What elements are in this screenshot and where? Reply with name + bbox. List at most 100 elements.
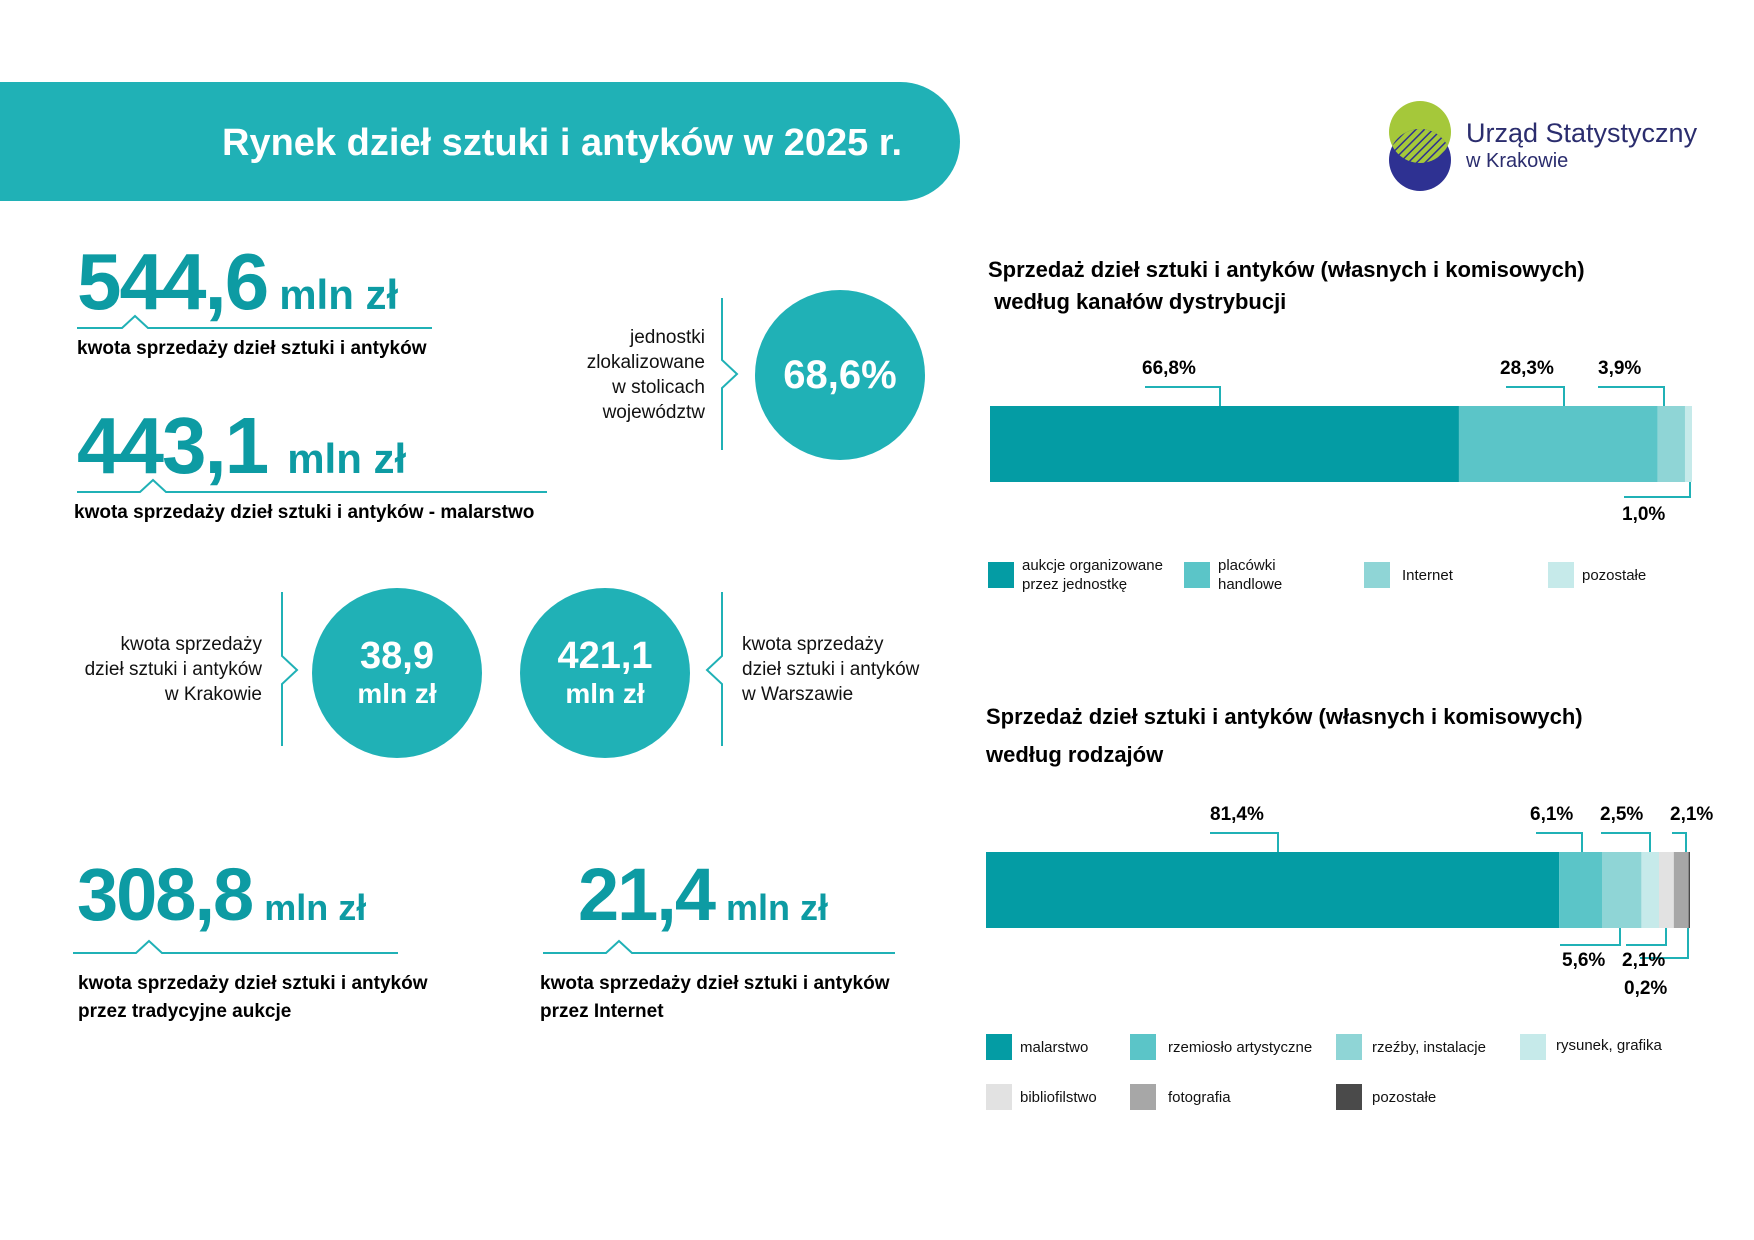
legend-line: przez jednostkę xyxy=(1022,576,1128,593)
internet-caption-line: przez Internet xyxy=(540,1001,664,1022)
stat-krakow-label: kwota sprzedaży dzieł sztuki i antyków w… xyxy=(40,632,262,707)
stat-internet-value: 21,4 xyxy=(578,853,716,936)
legend-line: handlowe xyxy=(1218,576,1283,593)
capitals-label-line: województw xyxy=(602,402,705,423)
chart1-title-line: Sprzedaż dzieł sztuki i antyków (własnyc… xyxy=(988,257,1585,282)
stat-krakow-value: 38,9 xyxy=(360,635,434,677)
underline-painting xyxy=(77,478,547,493)
stat-internet: 21,4 mln zł xyxy=(578,852,828,937)
stat-painting-value: 443,1 xyxy=(77,401,269,490)
chart2-label-books: 2,1% xyxy=(1622,950,1666,971)
underline-internet xyxy=(543,939,895,954)
header-banner xyxy=(0,82,960,201)
legend-swatch xyxy=(1364,562,1390,588)
stat-total-caption: kwota sprzedaży dzieł sztuki i antyków xyxy=(77,338,427,359)
chart1-title-line: według kanałów dystrybucji xyxy=(988,289,1287,314)
page-title: Rynek dzieł sztuki i antyków w 2025 r. xyxy=(222,122,903,164)
krakow-label-line: kwota sprzedaży xyxy=(120,634,262,655)
legend-swatch xyxy=(1520,1034,1546,1060)
chart2-label-other: 0,2% xyxy=(1624,978,1668,999)
internet-caption-line: kwota sprzedaży dzieł sztuki i antyków xyxy=(540,973,890,994)
chart2-label-drawing: 2,5% xyxy=(1600,804,1644,825)
logo-text: Urząd Statystyczny xyxy=(1466,118,1698,148)
stat-auctions-unit: mln zł xyxy=(264,887,367,928)
underline-auctions xyxy=(73,939,398,954)
stat-capitals-value: 68,6% xyxy=(783,352,897,397)
capitals-label-line: w stolicach xyxy=(612,377,705,398)
legend-label: pozostałe xyxy=(1582,567,1647,584)
legend-line: placówki xyxy=(1218,557,1276,574)
bar-segment-rysunek-grafika xyxy=(1641,852,1660,928)
legend-swatch xyxy=(988,562,1014,588)
krakow-label-line: dzieł sztuki i antyków xyxy=(84,659,262,680)
stat-total-unit: mln zł xyxy=(279,271,399,318)
legend-swatch xyxy=(1336,1084,1362,1110)
auctions-caption-line: przez tradycyjne aukcje xyxy=(78,1001,292,1022)
warsaw-label-line: kwota sprzedaży xyxy=(742,634,884,655)
chart2-title: Sprzedaż dzieł sztuki i antyków (własnyc… xyxy=(986,698,1583,774)
logo-subtext: w Krakowie xyxy=(1466,150,1569,172)
stat-warsaw-label: kwota sprzedaży dzieł sztuki i antyków w… xyxy=(742,632,972,707)
legend-label: placówki handlowe xyxy=(1218,556,1282,594)
chart2-title-line: według rodzajów xyxy=(986,742,1164,767)
legend-swatch xyxy=(1130,1084,1156,1110)
capitals-label-line: zlokalizowane xyxy=(586,352,705,373)
bar-segment-bibliofilstwo xyxy=(1659,852,1674,928)
stat-warsaw-circle: 421,1 mln zł xyxy=(520,588,690,758)
bar-segment-aukcje-organizowane-przez-jednostkę xyxy=(990,406,1459,482)
legend-swatch xyxy=(1130,1034,1156,1060)
stat-warsaw-value: 421,1 xyxy=(557,635,653,677)
stat-total: 544,6 mln zł xyxy=(77,236,398,328)
warsaw-label-line: dzieł sztuki i antyków xyxy=(742,659,920,680)
chart1-leaders xyxy=(1145,386,1691,498)
chart1-label-internet: 3,9% xyxy=(1598,358,1642,379)
legend-label: rysunek, grafika xyxy=(1556,1037,1662,1054)
chart1-label-shops: 28,3% xyxy=(1500,358,1554,379)
bar-segment-pozostałe xyxy=(1684,406,1692,482)
bar-segment-pozostałe xyxy=(1688,852,1690,928)
chart2-bars xyxy=(986,852,1690,928)
stat-internet-unit: mln zł xyxy=(726,887,829,928)
stat-auctions: 308,8 mln zł xyxy=(77,852,366,937)
bar-segment-internet xyxy=(1657,406,1685,482)
stat-painting-caption: kwota sprzedaży dzieł sztuki i antyków -… xyxy=(74,502,535,523)
bar-segment-placówki-handlowe xyxy=(1458,406,1658,482)
legend-swatch xyxy=(1548,562,1574,588)
chart1-title: Sprzedaż dzieł sztuki i antyków (własnyc… xyxy=(988,254,1585,318)
chart2-label-sculpture: 5,6% xyxy=(1562,950,1606,971)
capitals-label-line: jednostki xyxy=(630,327,705,348)
stat-auctions-value: 308,8 xyxy=(77,853,254,936)
logo-icon xyxy=(1389,101,1451,191)
legend-label: fotografia xyxy=(1168,1089,1231,1106)
stat-krakow-unit: mln zł xyxy=(357,678,437,709)
legend-label: bibliofilstwo xyxy=(1020,1089,1097,1106)
underline-total xyxy=(77,314,432,329)
stat-capitals-label: jednostki zlokalizowane w stolicach woje… xyxy=(520,325,705,425)
legend-label: rzeźby, instalacje xyxy=(1372,1039,1486,1056)
bar-segment-fotografia xyxy=(1673,852,1689,928)
chart2-title-line: Sprzedaż dzieł sztuki i antyków (własnyc… xyxy=(986,704,1583,729)
legend-label: rzemiosło artystyczne xyxy=(1168,1039,1313,1056)
bracket-krakow xyxy=(281,592,299,746)
stat-auctions-caption: kwota sprzedaży dzieł sztuki i antyków p… xyxy=(78,970,428,1026)
chart2-label-painting: 81,4% xyxy=(1210,804,1264,825)
krakow-label-line: w Krakowie xyxy=(164,684,262,705)
legend-line: aukcje organizowane xyxy=(1022,557,1163,574)
auctions-caption-line: kwota sprzedaży dzieł sztuki i antyków xyxy=(78,973,428,994)
legend-label: malarstwo xyxy=(1020,1039,1089,1056)
chart2-label-photo: 2,1% xyxy=(1670,804,1714,825)
chart2-label-crafts: 6,1% xyxy=(1530,804,1574,825)
stat-total-value: 544,6 xyxy=(77,237,269,326)
legend-label: Internet xyxy=(1402,567,1453,584)
bar-segment-rzeźby-instalacje xyxy=(1602,852,1642,928)
stat-warsaw-unit: mln zł xyxy=(565,678,645,709)
stat-painting: 443,1 mln zł xyxy=(77,400,406,492)
stat-capitals-circle: 68,6% xyxy=(755,290,925,460)
bar-segment-malarstwo xyxy=(986,852,1560,928)
legend-label: pozostałe xyxy=(1372,1089,1437,1106)
legend-swatch xyxy=(1184,562,1210,588)
bracket-capitals xyxy=(721,298,739,450)
legend-label: aukcje organizowane przez jednostkę xyxy=(1022,556,1163,594)
legend-swatch xyxy=(986,1034,1012,1060)
